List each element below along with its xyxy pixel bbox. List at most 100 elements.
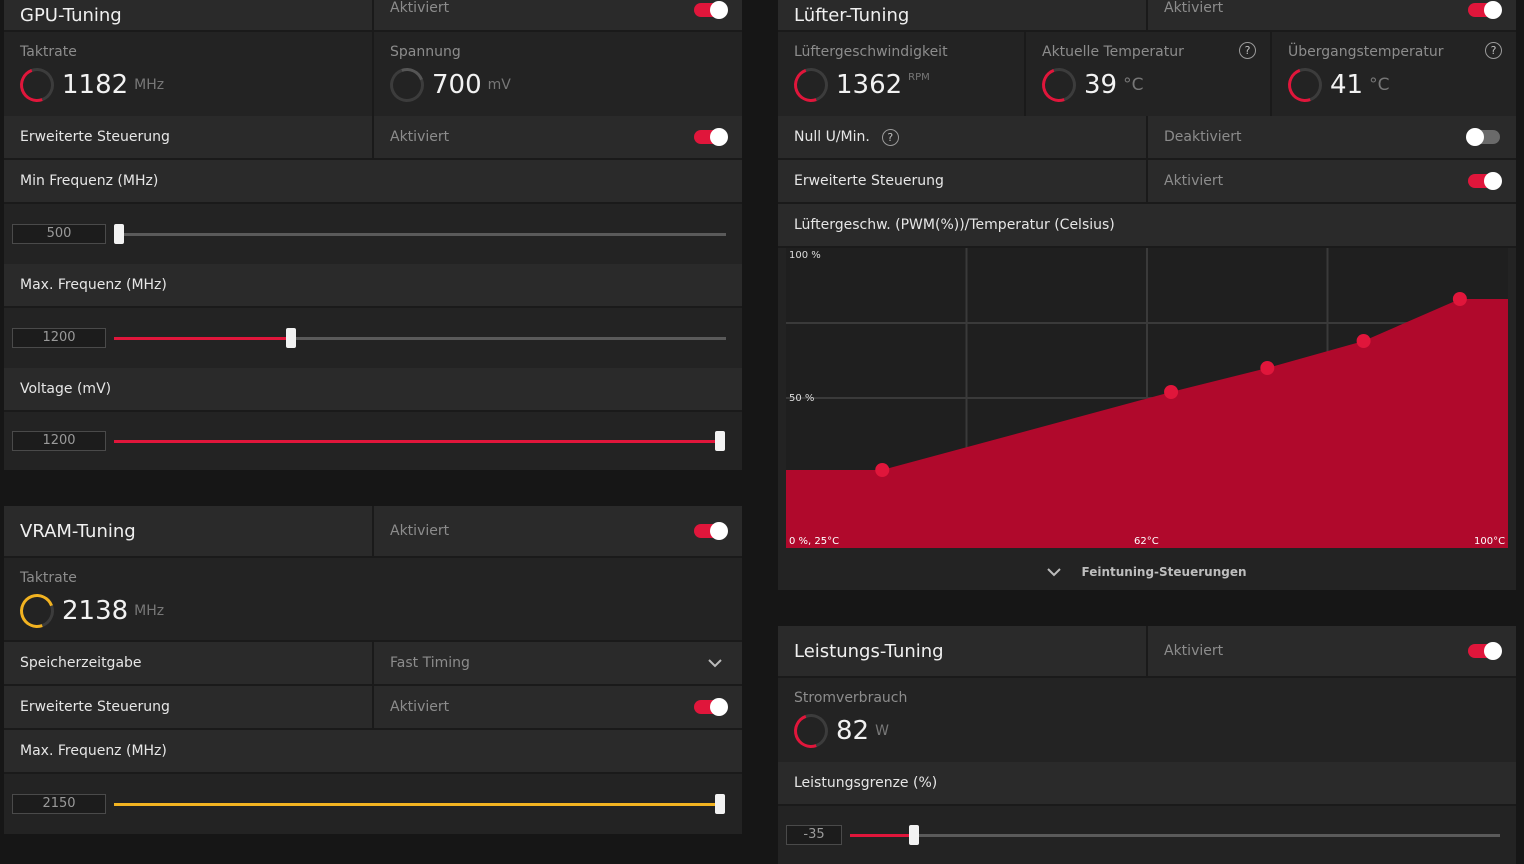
- help-icon[interactable]: ?: [1485, 42, 1502, 59]
- vram-timing-value: Fast Timing: [390, 655, 470, 671]
- gauge-icon: [788, 62, 834, 108]
- vram-timing-dropdown[interactable]: Fast Timing: [372, 642, 742, 684]
- power-tuning-panel: Leistungs-Tuning Aktiviert Stromverbrauc…: [778, 626, 1516, 864]
- fine-tuning-label: Feintuning-Steuerungen: [1081, 565, 1247, 579]
- origin-tick: 0 %, 25°C: [789, 536, 839, 547]
- fan-junction-unit: °C: [1369, 75, 1390, 95]
- help-icon[interactable]: ?: [1239, 42, 1256, 59]
- x-tick-62: 62°C: [1134, 536, 1159, 547]
- slider-thumb[interactable]: [715, 794, 725, 814]
- vram-tuning-title: VRAM-Tuning: [20, 520, 136, 542]
- fan-advanced-status: Aktiviert: [1164, 173, 1224, 189]
- fan-speed-label: Lüftergeschwindigkeit: [794, 44, 948, 60]
- gpu-metrics-row: Taktrate 1182 MHz Spannung 700 mV: [4, 32, 742, 118]
- vram-advanced-toggle[interactable]: [694, 698, 728, 716]
- power-consumption-metric: Stromverbrauch 82 W: [778, 678, 1516, 762]
- help-icon[interactable]: ?: [881, 128, 899, 146]
- gpu-advanced-label: Erweiterte Steuerung: [20, 129, 170, 145]
- fan-curve-point-3[interactable]: [1260, 361, 1275, 375]
- gpu-advanced-row: Erweiterte Steuerung Aktiviert: [4, 116, 742, 160]
- fan-zero-rpm-status: Deaktiviert: [1164, 129, 1242, 145]
- power-tuning-title: Leistungs-Tuning: [794, 640, 944, 662]
- slider-thumb[interactable]: [909, 825, 919, 845]
- fan-speed-metric: Lüftergeschwindigkeit 1362 RPM: [778, 32, 1024, 116]
- chevron-down-icon: [708, 659, 722, 668]
- fan-zero-rpm-row: Null U/Min. ? Deaktiviert: [778, 116, 1516, 160]
- vram-advanced-row: Erweiterte Steuerung Aktiviert: [4, 686, 742, 730]
- gpu-tuning-title: GPU-Tuning: [20, 4, 122, 26]
- gpu-voltage-slider[interactable]: 1200: [4, 412, 742, 470]
- gpu-min-freq-input[interactable]: 500: [12, 224, 106, 244]
- power-tuning-status: Aktiviert: [1164, 643, 1224, 659]
- gpu-advanced-status: Aktiviert: [390, 129, 450, 145]
- gauge-icon: [1036, 62, 1082, 108]
- fan-junction-label: Übergangstemperatur: [1288, 44, 1444, 60]
- fan-speed-unit: RPM: [908, 72, 930, 83]
- vram-tuning-status: Aktiviert: [390, 523, 450, 539]
- fan-temp-value: 39: [1084, 70, 1118, 100]
- fan-tuning-status: Aktiviert: [1164, 0, 1224, 16]
- vram-max-freq-header: Max. Frequenz (MHz): [4, 730, 742, 774]
- gpu-voltage-label: Spannung: [390, 44, 461, 60]
- fan-temp-label: Aktuelle Temperatur: [1042, 44, 1184, 60]
- fan-tuning-header: Lüfter-Tuning Aktiviert: [778, 0, 1516, 32]
- gpu-clock-value: 1182: [62, 70, 129, 100]
- gpu-tuning-toggle[interactable]: [694, 1, 728, 19]
- fan-tuning-title: Lüfter-Tuning: [794, 4, 910, 26]
- fan-curve-point-2[interactable]: [1164, 385, 1179, 399]
- vram-clock-value: 2138: [62, 596, 129, 626]
- gpu-voltage-unit: mV: [487, 77, 511, 93]
- fan-curve-area: [786, 299, 1508, 548]
- fan-temp-metric: Aktuelle Temperatur ? 39 °C: [1024, 32, 1270, 116]
- gpu-clock-unit: MHz: [134, 77, 165, 93]
- gpu-max-freq-header: Max. Frequenz (MHz): [4, 264, 742, 308]
- power-consumption-unit: W: [875, 723, 889, 739]
- vram-clock-label: Taktrate: [20, 570, 77, 586]
- power-limit-input[interactable]: -35: [786, 825, 842, 845]
- fan-advanced-toggle[interactable]: [1468, 172, 1502, 190]
- fan-temp-unit: °C: [1123, 75, 1144, 95]
- power-consumption-label: Stromverbrauch: [794, 690, 908, 706]
- fine-tuning-toggle[interactable]: Feintuning-Steuerungen: [778, 554, 1516, 590]
- vram-max-freq-input[interactable]: 2150: [12, 794, 106, 814]
- fan-curve-point-1[interactable]: [875, 463, 890, 477]
- power-limit-slider[interactable]: -35: [778, 806, 1516, 864]
- gpu-advanced-toggle[interactable]: [694, 128, 728, 146]
- gpu-clock-metric: Taktrate 1182 MHz: [4, 32, 372, 116]
- gpu-max-freq-input[interactable]: 1200: [12, 328, 106, 348]
- power-limit-header: Leistungsgrenze (%): [778, 762, 1516, 806]
- fan-curve-point-4[interactable]: [1356, 334, 1371, 348]
- gpu-min-freq-slider[interactable]: 500: [4, 204, 742, 264]
- fan-zero-rpm-toggle[interactable]: [1466, 128, 1500, 146]
- slider-thumb[interactable]: [715, 431, 725, 451]
- slider-thumb[interactable]: [286, 328, 296, 348]
- vram-advanced-label: Erweiterte Steuerung: [20, 699, 170, 715]
- gauge-icon: [384, 62, 430, 108]
- vram-tuning-toggle[interactable]: [694, 522, 728, 540]
- fan-curve-point-5[interactable]: [1452, 292, 1467, 306]
- fan-junction-metric: Übergangstemperatur ? 41 °C: [1270, 32, 1516, 116]
- gpu-max-freq-slider[interactable]: 1200: [4, 308, 742, 368]
- gpu-tuning-panel: GPU-Tuning Aktiviert Taktrate 1182 MHz S…: [4, 0, 742, 470]
- power-tuning-header: Leistungs-Tuning Aktiviert: [778, 626, 1516, 678]
- fan-junction-value: 41: [1330, 70, 1364, 100]
- gauge-icon: [14, 588, 60, 634]
- gpu-clock-label: Taktrate: [20, 44, 77, 60]
- vram-timing-label: Speicherzeitgabe: [20, 655, 142, 671]
- fan-curve-title: Lüftergeschw. (PWM(%))/Temperatur (Celsi…: [794, 217, 1115, 233]
- power-tuning-toggle[interactable]: [1468, 642, 1502, 660]
- vram-clock-metric: Taktrate 2138 MHz: [4, 558, 742, 640]
- fan-tuning-toggle[interactable]: [1468, 1, 1502, 19]
- vram-max-freq-slider[interactable]: 2150: [4, 774, 742, 834]
- slider-thumb[interactable]: [114, 224, 124, 244]
- fan-advanced-label: Erweiterte Steuerung: [794, 173, 944, 189]
- gpu-voltage-slider-label: Voltage (mV): [20, 381, 112, 397]
- y-tick-50: 50 %: [789, 393, 814, 404]
- gpu-voltage-input[interactable]: 1200: [12, 431, 106, 451]
- chevron-down-icon: [1047, 568, 1062, 577]
- fan-advanced-row: Erweiterte Steuerung Aktiviert: [778, 160, 1516, 204]
- gpu-min-freq-label: Min Frequenz (MHz): [20, 173, 159, 189]
- vram-max-freq-label: Max. Frequenz (MHz): [20, 743, 167, 759]
- fan-curve-chart[interactable]: 100 % 50 % 0 %, 25°C 62°C 100°C: [786, 248, 1508, 548]
- fan-speed-value: 1362: [836, 70, 903, 100]
